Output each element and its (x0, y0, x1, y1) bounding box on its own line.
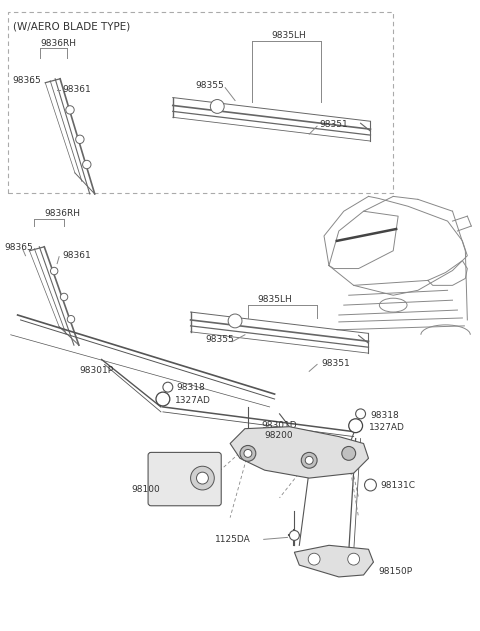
Circle shape (163, 382, 173, 392)
Text: 98100: 98100 (131, 485, 160, 494)
Text: 98131C: 98131C (380, 481, 415, 490)
Circle shape (289, 531, 300, 540)
Text: 98361: 98361 (62, 251, 91, 260)
Text: 98318: 98318 (371, 411, 399, 420)
Circle shape (76, 135, 84, 143)
Polygon shape (294, 545, 373, 577)
Circle shape (60, 293, 68, 301)
Text: 9836RH: 9836RH (44, 209, 80, 218)
Text: 1125DA: 1125DA (216, 536, 251, 545)
Circle shape (66, 106, 74, 114)
Circle shape (308, 553, 320, 565)
Text: 98301P: 98301P (80, 367, 114, 375)
Circle shape (196, 472, 208, 484)
Text: 1327AD: 1327AD (175, 396, 211, 405)
Circle shape (228, 314, 242, 328)
Text: 98351: 98351 (319, 121, 348, 129)
Text: (W/AERO BLADE TYPE): (W/AERO BLADE TYPE) (12, 21, 130, 32)
Circle shape (210, 100, 224, 114)
Text: 1327AD: 1327AD (369, 423, 404, 432)
Text: 98365: 98365 (12, 76, 41, 85)
Text: 98351: 98351 (321, 360, 350, 369)
Text: 98355: 98355 (205, 335, 234, 344)
Circle shape (244, 449, 252, 457)
Text: 98361: 98361 (62, 85, 91, 93)
Text: 98200: 98200 (264, 430, 293, 440)
Circle shape (364, 479, 376, 491)
Text: 98365: 98365 (5, 243, 34, 252)
Text: 9836RH: 9836RH (40, 39, 76, 48)
Circle shape (349, 419, 362, 433)
Circle shape (67, 316, 75, 323)
Text: 98150P: 98150P (378, 567, 412, 576)
Text: 98301D: 98301D (262, 421, 298, 430)
Text: 98318: 98318 (177, 383, 205, 392)
Circle shape (305, 456, 313, 464)
Circle shape (156, 392, 170, 406)
Circle shape (301, 452, 317, 468)
Circle shape (348, 553, 360, 565)
Circle shape (50, 268, 58, 274)
Circle shape (356, 409, 366, 419)
FancyBboxPatch shape (148, 452, 221, 506)
Text: 9835LH: 9835LH (258, 295, 292, 304)
Polygon shape (230, 427, 369, 478)
Circle shape (342, 447, 356, 460)
Circle shape (83, 160, 91, 168)
Bar (8, 11, 393, 194)
Circle shape (240, 445, 256, 461)
Text: 9835LH: 9835LH (272, 32, 306, 40)
Circle shape (191, 466, 214, 490)
Text: 98355: 98355 (195, 81, 224, 90)
